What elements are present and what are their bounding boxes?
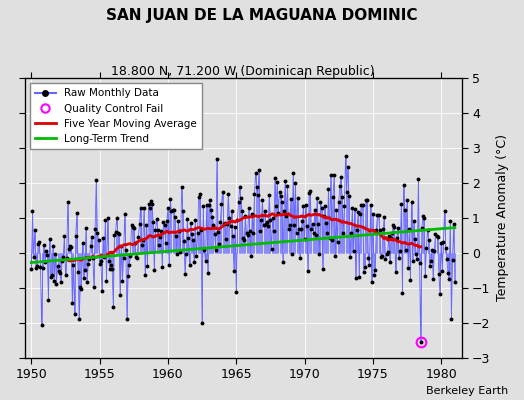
Title: 18.800 N, 71.200 W (Dominican Republic): 18.800 N, 71.200 W (Dominican Republic) [111, 65, 375, 78]
Text: Berkeley Earth: Berkeley Earth [426, 386, 508, 396]
Legend: Raw Monthly Data, Quality Control Fail, Five Year Moving Average, Long-Term Tren: Raw Monthly Data, Quality Control Fail, … [30, 83, 202, 149]
Text: SAN JUAN DE LA MAGUANA DOMINIC: SAN JUAN DE LA MAGUANA DOMINIC [106, 8, 418, 23]
Y-axis label: Temperature Anomaly (°C): Temperature Anomaly (°C) [496, 134, 509, 301]
